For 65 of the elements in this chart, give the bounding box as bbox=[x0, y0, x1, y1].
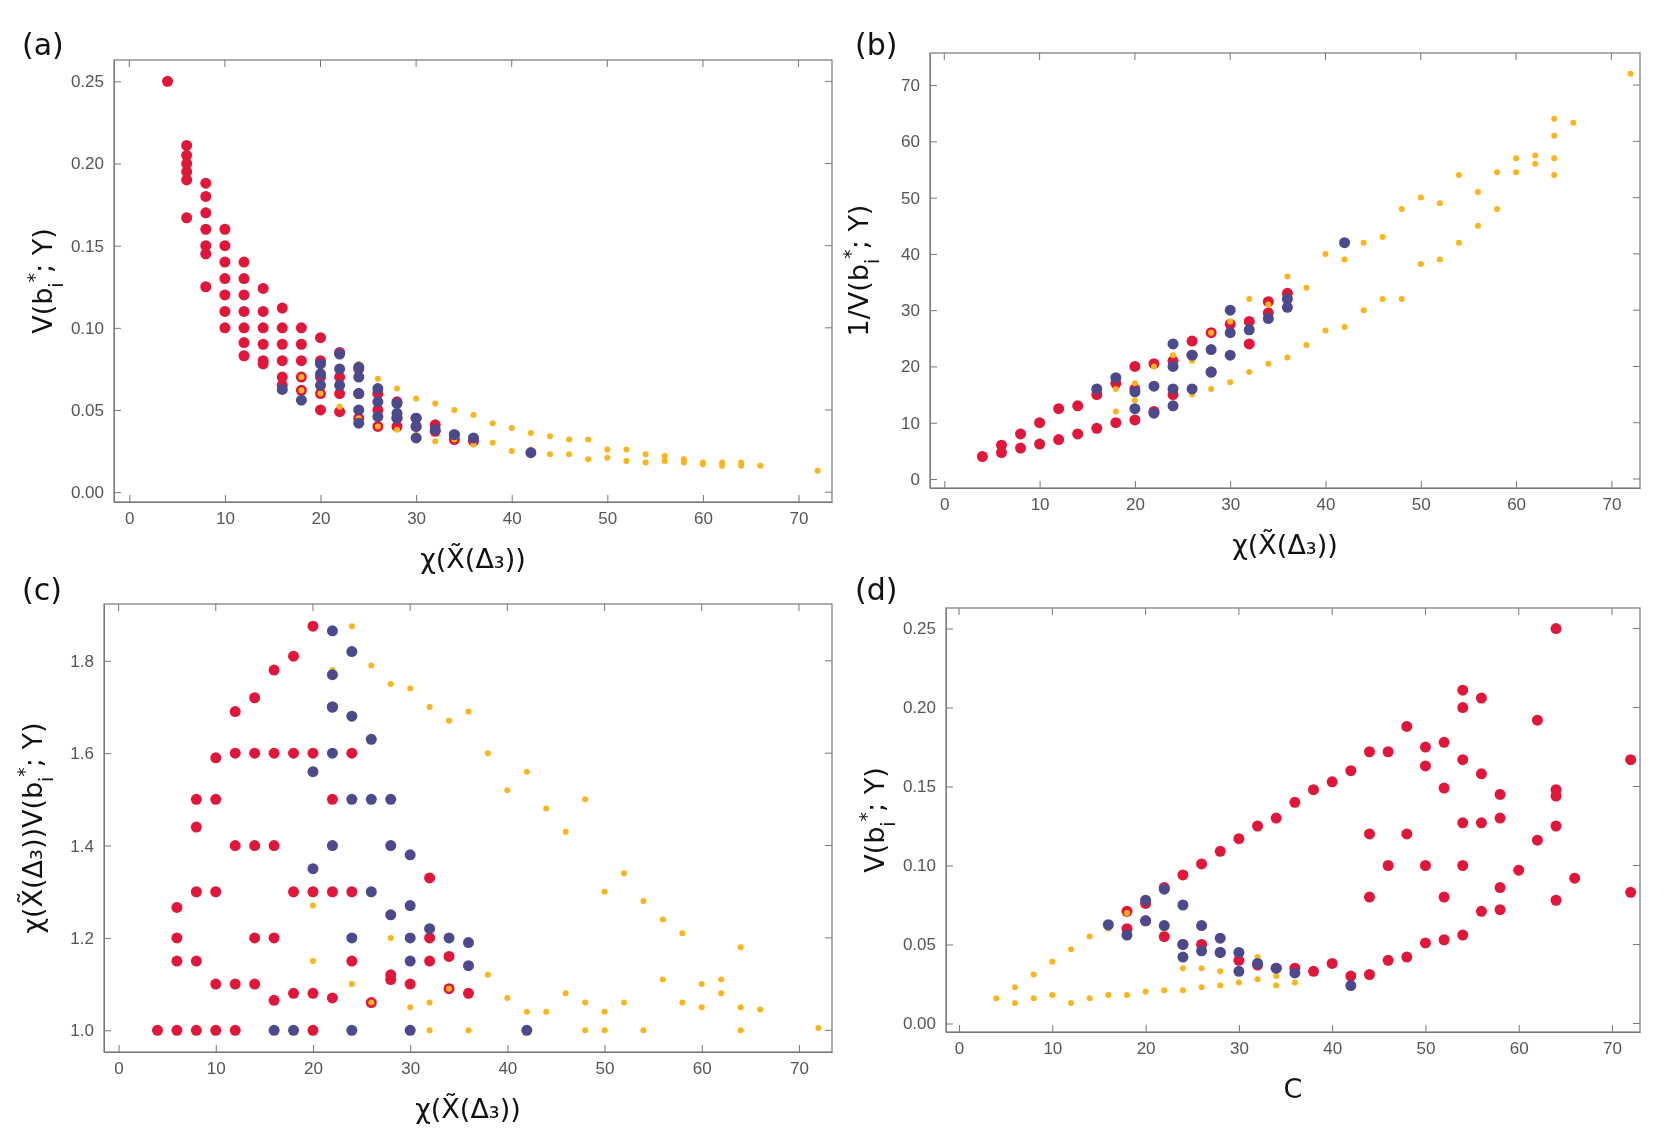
y-tick-label: 0.20 bbox=[70, 154, 104, 174]
x-tick-label: 40 bbox=[498, 1059, 518, 1079]
y-tick-label: 40 bbox=[901, 244, 920, 264]
x-tick-label: 20 bbox=[1125, 495, 1145, 515]
x-tick-label: 70 bbox=[1602, 495, 1622, 515]
x-tick-label: 30 bbox=[1221, 495, 1241, 515]
y-tick-label: 0.05 bbox=[70, 400, 104, 420]
x-tick-label: 20 bbox=[304, 1059, 323, 1079]
y-tick-label: 60 bbox=[901, 132, 920, 152]
x-tick-label: 10 bbox=[1030, 495, 1050, 515]
y-tick-label: 10 bbox=[901, 413, 920, 433]
x-tick-label: 60 bbox=[693, 509, 713, 529]
chart-title: (c) bbox=[22, 572, 62, 607]
y-tick-label: 1.4 bbox=[70, 836, 94, 856]
y-tick-label: 0.25 bbox=[902, 619, 936, 639]
y-tick-label: 0.25 bbox=[70, 72, 104, 92]
chart-title: (a) bbox=[22, 27, 64, 62]
x-tick-label: 50 bbox=[1416, 1039, 1436, 1059]
y-tick-label: 0.15 bbox=[902, 777, 936, 797]
x-tick-label: 30 bbox=[1229, 1039, 1249, 1059]
x-tick-label: 70 bbox=[789, 509, 809, 529]
x-axis-title: χ(X̃(Δ₃)) bbox=[415, 1093, 521, 1124]
x-tick-label: 0 bbox=[954, 1039, 965, 1059]
x-tick-label: 0 bbox=[940, 495, 950, 515]
y-tick-label: 0.00 bbox=[902, 1014, 936, 1034]
x-tick-label: 40 bbox=[1323, 1039, 1343, 1059]
chart-title: (d) bbox=[855, 572, 898, 607]
y-tick-label: 20 bbox=[901, 357, 920, 377]
y-tick-label: 1.8 bbox=[70, 651, 94, 671]
x-tick-label: 70 bbox=[1603, 1039, 1622, 1059]
x-tick-label: 30 bbox=[401, 1059, 421, 1079]
y-tick-label: 70 bbox=[901, 76, 920, 96]
x-axis-title: C bbox=[1283, 1073, 1303, 1104]
y-tick-label: 1.0 bbox=[70, 1021, 94, 1041]
chart-title: (b) bbox=[855, 27, 898, 62]
x-tick-label: 40 bbox=[502, 509, 522, 529]
x-tick-label: 40 bbox=[1316, 495, 1336, 515]
x-tick-label: 60 bbox=[1507, 495, 1527, 515]
y-tick-label: 0.00 bbox=[70, 483, 104, 503]
x-tick-label: 50 bbox=[595, 1059, 615, 1079]
x-tick-label: 20 bbox=[1136, 1039, 1156, 1059]
x-tick-label: 0 bbox=[125, 509, 135, 529]
y-tick-label: 0.15 bbox=[70, 236, 104, 256]
x-tick-label: 20 bbox=[311, 509, 331, 529]
y-tick-label: 0 bbox=[910, 469, 920, 489]
x-tick-label: 60 bbox=[692, 1059, 712, 1079]
x-tick-label: 10 bbox=[215, 509, 235, 529]
x-tick-label: 60 bbox=[1509, 1039, 1529, 1059]
y-tick-label: 0.10 bbox=[902, 856, 936, 876]
x-tick-label: 70 bbox=[789, 1059, 809, 1079]
y-tick-label: 50 bbox=[901, 188, 920, 208]
x-axis-title: χ(X̃(Δ₃)) bbox=[1232, 529, 1338, 560]
x-tick-label: 10 bbox=[206, 1059, 226, 1079]
x-axis-title: χ(X̃(Δ₃)) bbox=[420, 543, 526, 574]
y-tick-label: 1.2 bbox=[70, 928, 94, 948]
y-tick-label: 0.10 bbox=[70, 318, 104, 338]
y-tick-label: 0.05 bbox=[902, 935, 936, 955]
x-tick-label: 0 bbox=[114, 1059, 124, 1079]
y-tick-label: 1.6 bbox=[70, 744, 94, 764]
y-tick-label: 0.20 bbox=[902, 698, 936, 718]
x-tick-label: 50 bbox=[598, 509, 618, 529]
x-tick-label: 50 bbox=[1411, 495, 1431, 515]
x-tick-label: 30 bbox=[407, 509, 427, 529]
y-tick-label: 30 bbox=[901, 301, 920, 321]
x-tick-label: 10 bbox=[1043, 1039, 1063, 1059]
